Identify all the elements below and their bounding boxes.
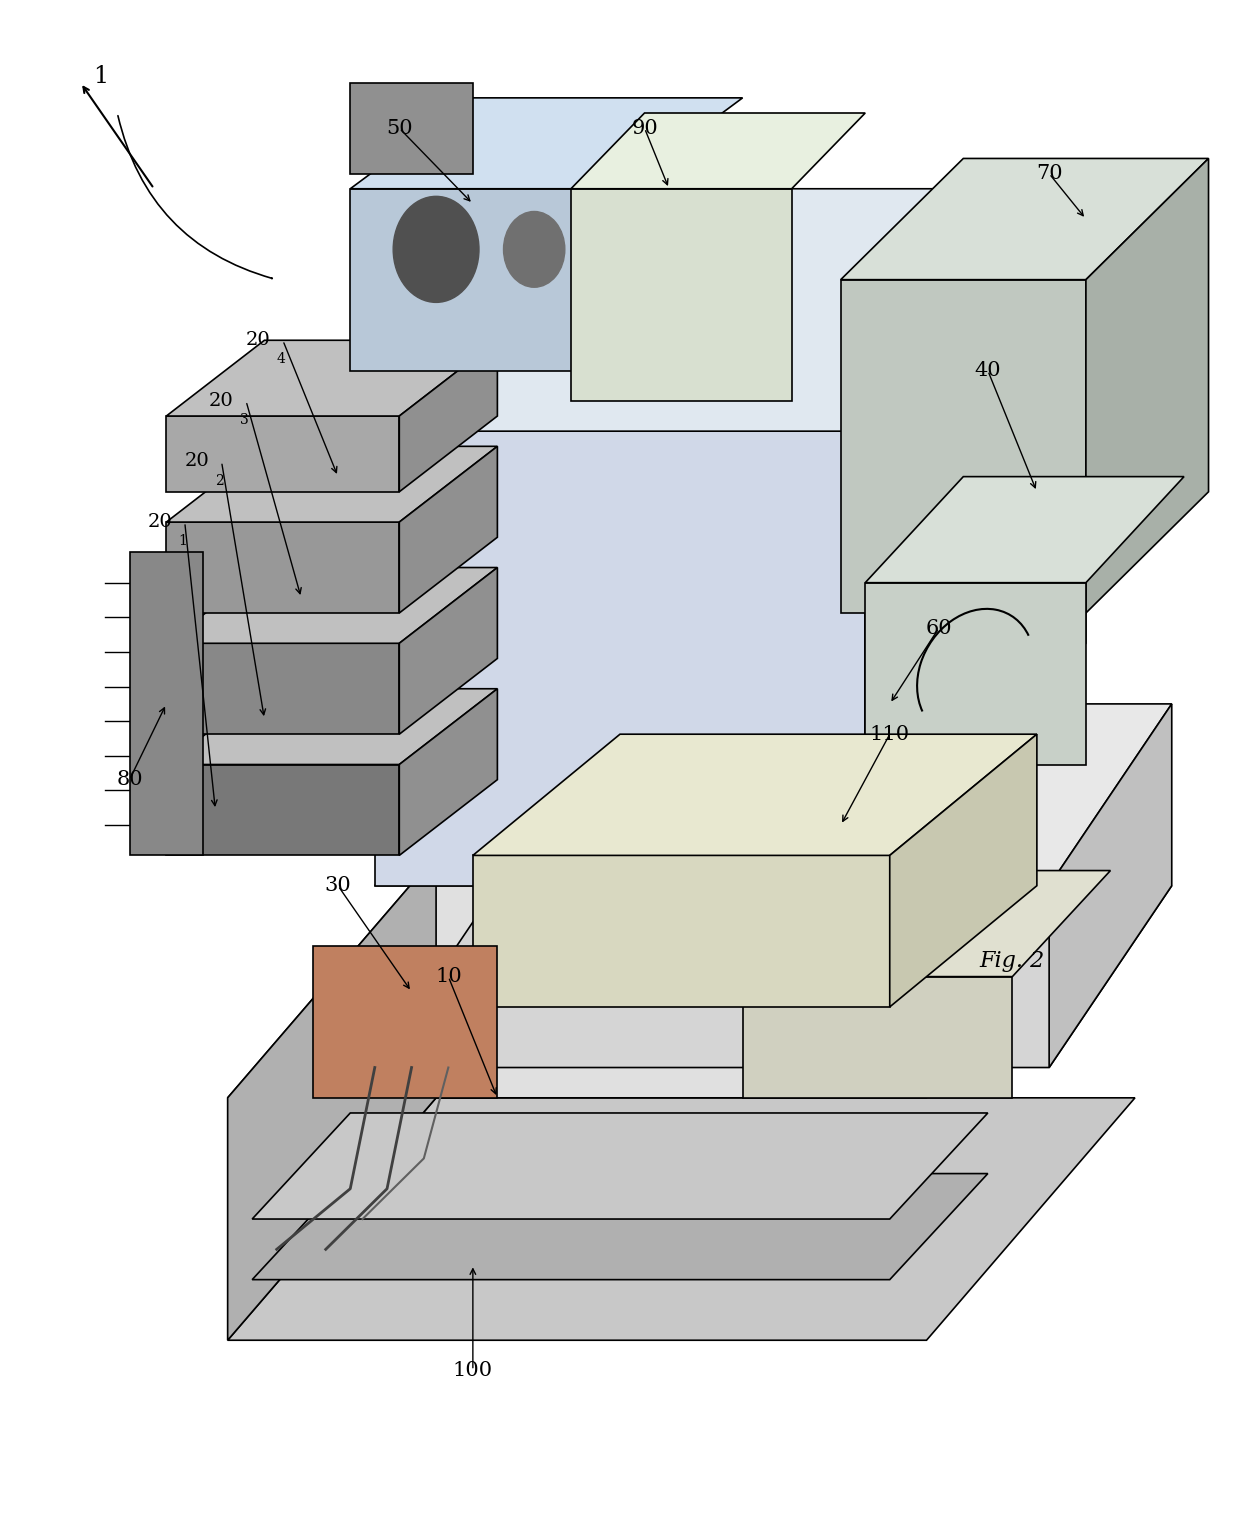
Polygon shape — [472, 734, 1037, 855]
Polygon shape — [350, 83, 472, 174]
Text: 20: 20 — [210, 391, 234, 410]
Polygon shape — [314, 946, 497, 1098]
Text: Fig. 2: Fig. 2 — [980, 951, 1045, 972]
Polygon shape — [228, 855, 1135, 1098]
Polygon shape — [841, 159, 1209, 280]
Polygon shape — [252, 1113, 988, 1219]
Polygon shape — [228, 1098, 1135, 1341]
Text: 60: 60 — [925, 619, 952, 638]
Text: 20: 20 — [148, 514, 172, 531]
Polygon shape — [129, 552, 203, 855]
Circle shape — [503, 211, 565, 287]
Polygon shape — [374, 188, 1086, 431]
Polygon shape — [570, 188, 791, 401]
Text: 90: 90 — [631, 119, 658, 138]
FancyArrowPatch shape — [118, 116, 273, 278]
Text: 4: 4 — [277, 352, 285, 367]
Polygon shape — [399, 446, 497, 613]
Polygon shape — [570, 113, 866, 188]
Polygon shape — [399, 567, 497, 734]
Polygon shape — [350, 188, 620, 370]
Text: 3: 3 — [239, 413, 249, 427]
Polygon shape — [350, 98, 743, 188]
Polygon shape — [166, 521, 399, 613]
Polygon shape — [166, 446, 497, 521]
Polygon shape — [166, 688, 497, 764]
Polygon shape — [399, 688, 497, 855]
Polygon shape — [166, 764, 399, 855]
Polygon shape — [166, 567, 497, 644]
Polygon shape — [1086, 159, 1209, 613]
Polygon shape — [743, 870, 1111, 977]
Polygon shape — [228, 855, 436, 1341]
Polygon shape — [374, 885, 1172, 1067]
Text: 70: 70 — [1035, 164, 1063, 183]
Text: 80: 80 — [117, 771, 143, 789]
Text: 30: 30 — [325, 876, 351, 894]
Polygon shape — [890, 734, 1037, 1008]
Text: 40: 40 — [975, 361, 1001, 381]
Polygon shape — [252, 1174, 988, 1280]
Text: 110: 110 — [869, 725, 910, 743]
Text: 1: 1 — [93, 64, 108, 87]
Text: 2: 2 — [216, 474, 224, 488]
Polygon shape — [1049, 703, 1172, 1067]
Polygon shape — [166, 416, 399, 492]
Text: 10: 10 — [435, 968, 461, 986]
Polygon shape — [399, 341, 497, 492]
Polygon shape — [866, 188, 1086, 885]
Polygon shape — [866, 583, 1086, 764]
Polygon shape — [841, 280, 1086, 613]
Circle shape — [393, 196, 479, 303]
Text: 50: 50 — [386, 119, 413, 138]
Text: 20: 20 — [185, 453, 210, 471]
Polygon shape — [472, 855, 890, 1008]
Polygon shape — [374, 703, 1172, 885]
Polygon shape — [743, 977, 1012, 1098]
Text: 1: 1 — [179, 534, 187, 549]
Polygon shape — [866, 477, 1184, 583]
Polygon shape — [166, 644, 399, 734]
Text: 20: 20 — [246, 332, 270, 349]
Polygon shape — [374, 431, 866, 885]
Polygon shape — [166, 341, 497, 416]
Text: 100: 100 — [453, 1361, 494, 1381]
